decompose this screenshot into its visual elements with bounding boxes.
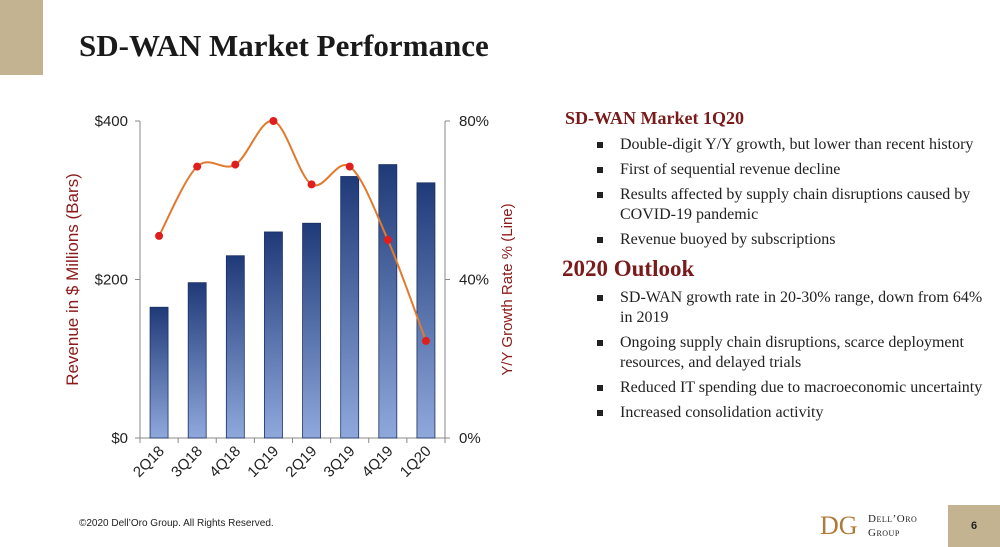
bullet-square-icon: [597, 192, 603, 198]
copyright-footer: ©2020 Dell’Oro Group. All Rights Reserve…: [79, 518, 274, 529]
x-tick-label: 3Q19: [321, 443, 359, 481]
bar: [416, 182, 436, 439]
right-axis-title: Y/Y Growth Rate % (Line): [499, 203, 516, 375]
x-tick-label: 4Q19: [359, 443, 397, 481]
right-tick-label: 40%: [459, 272, 489, 289]
list-item: Ongoing supply chain disruptions, scarce…: [565, 333, 985, 373]
list-item: Revenue buoyed by subscriptions: [565, 230, 985, 250]
left-tick-label: $400: [95, 113, 128, 130]
growth-point: [421, 336, 430, 345]
bar: [378, 164, 398, 439]
bullet-square-icon: [597, 385, 603, 391]
x-tick-label: 4Q18: [206, 443, 244, 481]
logo-line-2: Group: [868, 527, 900, 539]
page-number: 6: [948, 505, 1000, 547]
list-item: Reduced IT spending due to macroeconomic…: [565, 378, 985, 398]
bullet-square-icon: [597, 167, 603, 173]
bar: [225, 255, 245, 439]
left-tick-label: $0: [111, 430, 128, 447]
growth-point: [193, 162, 202, 171]
commentary-panel: SD-WAN Market 1Q20 Double-digit Y/Y grow…: [562, 108, 985, 428]
bullet-text: Results affected by supply chain disrupt…: [620, 186, 971, 223]
section2-list: SD-WAN growth rate in 20-30% range, down…: [565, 288, 985, 423]
section1-title: SD-WAN Market 1Q20: [565, 108, 744, 128]
x-tick-label: 1Q19: [244, 443, 282, 481]
bullet-square-icon: [597, 410, 603, 416]
logo-monogram: DG: [820, 511, 858, 540]
bullet-square-icon: [597, 340, 603, 346]
right-tick-label: 0%: [459, 430, 481, 447]
list-item: SD-WAN growth rate in 20-30% range, down…: [565, 288, 985, 328]
x-tick-label: 2Q19: [282, 443, 320, 481]
logo-wordmark: Dell’Oro Group: [868, 512, 917, 540]
list-item: Double-digit Y/Y growth, but lower than …: [565, 135, 985, 155]
company-logo: DG Dell’Oro Group: [820, 511, 930, 541]
growth-point: [383, 235, 392, 244]
list-item: Increased consolidation activity: [565, 403, 985, 423]
list-item: First of sequential revenue decline: [565, 160, 985, 180]
bullet-text: Reduced IT spending due to macroeconomic…: [620, 379, 983, 396]
growth-point: [345, 162, 354, 171]
logo-line-1: Dell’Oro: [868, 513, 918, 525]
bullet-square-icon: [597, 142, 603, 148]
bullet-text: Double-digit Y/Y growth, but lower than …: [620, 136, 974, 153]
x-tick-label: 3Q18: [168, 443, 206, 481]
growth-point: [269, 117, 278, 125]
bar: [149, 306, 169, 439]
growth-point: [231, 160, 240, 169]
left-tick-label: $200: [95, 272, 128, 289]
bullet-text: SD-WAN growth rate in 20-30% range, down…: [620, 289, 983, 326]
bullet-text: First of sequential revenue decline: [620, 161, 841, 178]
bar: [187, 282, 207, 439]
growth-point: [155, 231, 164, 240]
x-tick-label: 2Q18: [130, 443, 168, 481]
bar: [302, 222, 321, 439]
bullet-text: Ongoing supply chain disruptions, scarce…: [620, 334, 964, 371]
growth-point: [307, 180, 316, 189]
list-item: Results affected by supply chain disrupt…: [565, 185, 985, 225]
x-tick-label: 1Q20: [397, 443, 435, 481]
bar: [340, 176, 360, 439]
bar: [264, 231, 283, 439]
section2-title: 2020 Outlook: [562, 256, 695, 281]
corner-accent-block: [0, 0, 43, 75]
slide-title: SD-WAN Market Performance: [79, 28, 489, 63]
bullet-text: Revenue buoyed by subscriptions: [620, 231, 836, 248]
right-tick-label: 80%: [459, 113, 489, 130]
bullet-text: Increased consolidation activity: [620, 404, 824, 421]
bullet-square-icon: [597, 295, 603, 301]
left-axis-title: Revenue in $ Millions (Bars): [63, 173, 82, 386]
section1-list: Double-digit Y/Y growth, but lower than …: [565, 135, 985, 250]
bullet-square-icon: [597, 237, 603, 243]
